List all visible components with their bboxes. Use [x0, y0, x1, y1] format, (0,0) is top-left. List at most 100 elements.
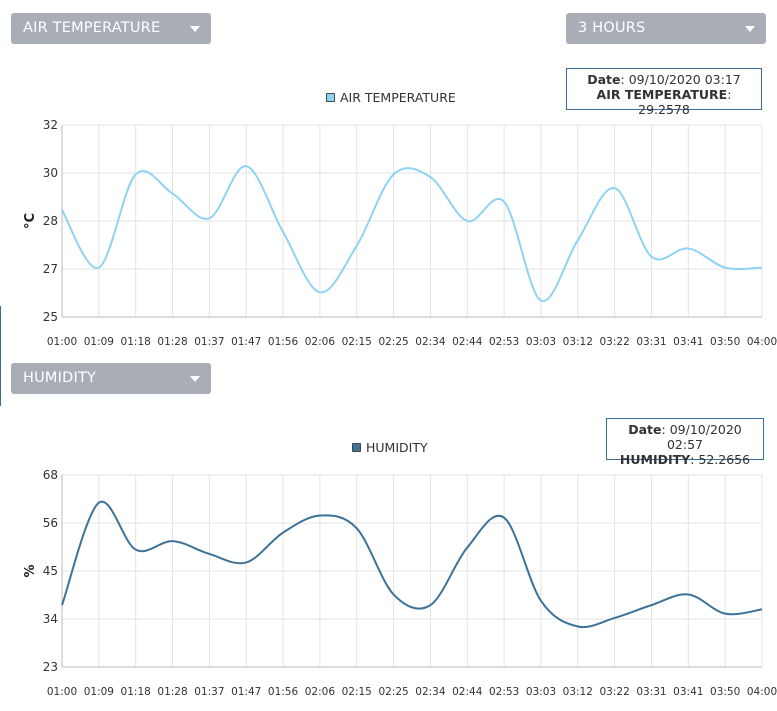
- x-tick-label: 03:50: [710, 336, 740, 348]
- data-point[interactable]: [206, 551, 212, 557]
- x-tick-label: 02:53: [489, 336, 519, 348]
- data-point[interactable]: [391, 591, 397, 597]
- x-tick-label: 02:15: [342, 336, 372, 348]
- x-tick-label: 01:37: [194, 336, 224, 348]
- x-tick-label: 03:12: [563, 686, 593, 698]
- time-range-selector[interactable]: 3 HOURS: [566, 13, 766, 44]
- chart-2-legend[interactable]: HUMIDITY: [352, 440, 428, 455]
- tooltip-series-label: HUMIDITY: [619, 452, 691, 467]
- y-axis-title: %: [23, 564, 38, 577]
- x-tick-label: 01:18: [121, 686, 151, 698]
- tooltip-series-value: 52.2656: [698, 452, 751, 467]
- x-tick-label: 01:47: [231, 336, 261, 348]
- data-point[interactable]: [354, 525, 360, 531]
- x-tick-label: 01:28: [157, 686, 187, 698]
- x-tick-label: 02:15: [342, 686, 372, 698]
- chart-2-tooltip: Date: 09/10/2020 02:57 HUMIDITY: 52.2656: [606, 418, 764, 467]
- data-point[interactable]: [759, 606, 765, 612]
- x-tick-label: 03:41: [673, 336, 703, 348]
- x-tick-label: 02:06: [305, 336, 336, 348]
- x-tick-label: 01:09: [84, 336, 114, 348]
- x-tick-label: 02:25: [378, 336, 408, 348]
- sensor-selector-2[interactable]: HUMIDITY: [11, 363, 211, 394]
- x-tick-label: 01:47: [231, 686, 261, 698]
- data-point[interactable]: [317, 513, 323, 519]
- data-point[interactable]: [722, 611, 728, 617]
- data-point[interactable]: [133, 547, 139, 553]
- x-tick-label: 04:00: [747, 336, 777, 348]
- x-tick-label: 03:12: [563, 336, 593, 348]
- panel-edge-marker: [0, 306, 1, 406]
- x-tick-label: 03:50: [710, 686, 740, 698]
- data-point[interactable]: [648, 602, 654, 608]
- y-tick-label: 34: [43, 612, 58, 626]
- data-point[interactable]: [427, 602, 433, 608]
- sensor-selector-2-label: HUMIDITY: [23, 370, 97, 386]
- x-tick-label: 02:53: [489, 686, 519, 698]
- y-tick-label: 23: [43, 660, 58, 674]
- tooltip-date-value: 09/10/2020 03:17: [628, 72, 741, 87]
- x-tick-label: 01:56: [268, 686, 299, 698]
- sensor-selector-1-label: AIR TEMPERATURE: [23, 20, 161, 36]
- x-tick-label: 03:03: [526, 336, 556, 348]
- x-tick-label: 03:03: [526, 686, 556, 698]
- x-tick-label: 02:44: [452, 336, 483, 348]
- data-point[interactable]: [685, 591, 691, 597]
- x-tick-label: 02:44: [452, 686, 483, 698]
- tooltip-series-label: AIR TEMPERATURE: [596, 87, 728, 102]
- legend-swatch-icon: [352, 443, 361, 452]
- data-point[interactable]: [96, 500, 102, 506]
- tooltip-series-value: 29.2578: [638, 102, 690, 117]
- x-tick-label: 01:37: [194, 686, 224, 698]
- y-tick-label: 27: [43, 262, 58, 276]
- tooltip-date-label: Date: [587, 72, 621, 87]
- x-tick-label: 03:22: [599, 686, 629, 698]
- data-point[interactable]: [612, 615, 618, 621]
- data-point[interactable]: [464, 545, 470, 551]
- x-tick-label: 01:09: [84, 686, 114, 698]
- sensor-selector-1[interactable]: AIR TEMPERATURE: [11, 13, 211, 44]
- x-tick-label: 01:00: [47, 336, 77, 348]
- x-tick-label: 02:34: [415, 686, 446, 698]
- data-point[interactable]: [280, 530, 286, 536]
- x-tick-label: 03:41: [673, 686, 703, 698]
- data-point[interactable]: [501, 515, 507, 521]
- chart-1-legend[interactable]: AIR TEMPERATURE: [326, 90, 456, 105]
- data-point[interactable]: [538, 598, 544, 604]
- chevron-down-icon: [745, 26, 755, 32]
- x-tick-label: 03:31: [636, 336, 666, 348]
- x-tick-label: 03:31: [636, 686, 666, 698]
- x-tick-label: 01:56: [268, 336, 299, 348]
- x-tick-label: 01:28: [157, 336, 187, 348]
- chevron-down-icon: [190, 26, 200, 32]
- data-point[interactable]: [170, 538, 176, 544]
- y-axis-title: °C: [23, 213, 38, 229]
- x-tick-label: 01:00: [47, 686, 77, 698]
- legend-swatch-icon: [326, 93, 335, 102]
- x-tick-label: 02:34: [415, 336, 446, 348]
- data-point[interactable]: [575, 623, 581, 629]
- y-tick-label: 68: [43, 468, 58, 482]
- y-tick-label: 30: [43, 166, 58, 180]
- tooltip-date-label: Date: [628, 422, 662, 437]
- y-tick-label: 28: [43, 214, 58, 228]
- series-line[interactable]: [61, 500, 763, 629]
- series-line[interactable]: [61, 165, 763, 302]
- data-point[interactable]: [59, 602, 65, 608]
- time-range-selector-label: 3 HOURS: [578, 20, 646, 36]
- x-tick-label: 01:18: [121, 336, 151, 348]
- y-tick-label: 45: [43, 564, 58, 578]
- chevron-down-icon: [190, 376, 200, 382]
- x-tick-label: 02:25: [378, 686, 408, 698]
- chart-1-tooltip: Date: 09/10/2020 03:17 AIR TEMPERATURE: …: [566, 68, 762, 117]
- legend-label: AIR TEMPERATURE: [340, 90, 456, 105]
- x-tick-label: 03:22: [599, 336, 629, 348]
- x-tick-label: 02:06: [305, 686, 336, 698]
- y-tick-label: 32: [43, 118, 58, 132]
- y-tick-label: 25: [43, 310, 58, 324]
- air-temperature-chart[interactable]: 25 27 28 30 32 01:00 01:09 01:18 01:28 01:37 01:47…: [0, 0, 777, 360]
- x-tick-label: 04:00: [747, 686, 777, 698]
- tooltip-date-value: 09/10/2020 02:57: [666, 422, 742, 452]
- data-point[interactable]: [243, 559, 249, 565]
